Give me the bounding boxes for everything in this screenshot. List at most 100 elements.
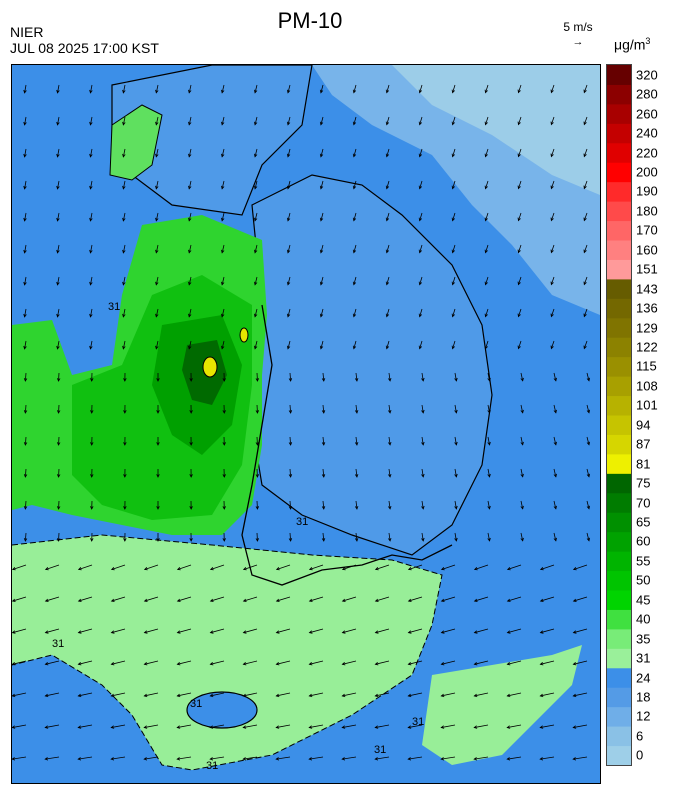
colorbar-band [607, 278, 631, 299]
wind-arrow-head [421, 441, 425, 446]
wind-arrow-head [23, 410, 28, 414]
wind-arrow-head [56, 378, 61, 382]
colorbar-tick-label: 35 [636, 631, 651, 647]
wind-arrow-head [209, 662, 214, 666]
wind-arrow [221, 308, 225, 317]
wind-arrow [45, 628, 60, 634]
wind-arrow-head [319, 313, 324, 318]
wind-arrow-head [90, 378, 94, 382]
wind-arrow [12, 756, 27, 760]
contour-label: 31 [296, 516, 308, 528]
wind-arrow-head [155, 313, 159, 318]
wind-arrow-head [572, 757, 577, 761]
wind-arrow-head [176, 693, 181, 698]
wind-arrow-head [388, 537, 392, 542]
wind-arrow [421, 404, 424, 413]
contour-31 [12, 534, 443, 771]
wind-arrow-head [110, 630, 115, 634]
wind-arrow [254, 148, 258, 157]
wind-arrow [454, 404, 457, 413]
colorbar-band [607, 415, 631, 435]
wind-arrow [485, 212, 489, 221]
colorbar-tick-label: 75 [636, 475, 651, 491]
wind-arrow-head [421, 409, 425, 414]
wind-arrow-head [189, 378, 193, 382]
wind-arrow [78, 564, 93, 570]
wind-arrow-head [352, 345, 357, 350]
wind-arrow [386, 276, 390, 285]
wind-arrow [520, 468, 524, 477]
wind-arrow-head [143, 693, 148, 698]
wind-arrow-head [407, 662, 412, 666]
wind-arrow [388, 404, 391, 413]
wind-arrow [276, 756, 291, 760]
wind-arrow-head [90, 538, 94, 542]
colorbar-band [607, 220, 631, 241]
colorbar-tick-label: 12 [636, 708, 651, 724]
colorbar-tick-label: 24 [636, 670, 651, 685]
wind-arrow [221, 180, 225, 189]
wind-arrow-head [275, 757, 280, 761]
wind-arrow [309, 564, 324, 570]
wind-arrow [287, 84, 291, 93]
wind-arrow [24, 468, 27, 478]
wind-arrow-head [123, 538, 127, 542]
wind-arrow-head [44, 725, 49, 729]
wind-arrow-head [407, 757, 412, 761]
wind-arrow-head [586, 409, 591, 414]
wind-arrow-head [188, 153, 192, 158]
wind-arrow [24, 436, 27, 446]
concentration-colorbar [606, 64, 632, 766]
wind-arrow-head [341, 567, 346, 571]
colorbar-tick-label: 40 [636, 611, 651, 627]
wind-arrow-head [90, 474, 94, 478]
wind-arrow [243, 628, 258, 634]
wind-arrow [573, 628, 588, 634]
wind-arrow-head [553, 537, 557, 542]
wind-arrow-head [156, 378, 160, 382]
wind-arrow [188, 308, 192, 317]
wind-arrow [322, 532, 325, 542]
wind-arrow-head [517, 249, 521, 254]
wind-arrow [289, 532, 292, 542]
wind-arrow [419, 212, 423, 221]
wind-arrow [452, 116, 456, 125]
wind-arrow [78, 692, 93, 697]
wind-arrow-head [255, 378, 260, 382]
wind-arrow [441, 628, 456, 634]
wind-arrow [487, 372, 490, 381]
wind-arrow-head [253, 121, 258, 126]
wind-arrow [24, 372, 27, 382]
wind-arrow-head [440, 757, 445, 761]
wind-arrow-head [288, 474, 293, 478]
wind-arrow-head [583, 217, 587, 222]
wind-arrow-head [418, 153, 423, 158]
wind-arrow [210, 692, 225, 697]
wind-arrow [353, 148, 357, 157]
wind-arrow-head [586, 473, 591, 478]
wind-arrow-head [176, 725, 181, 729]
wind-arrow-head [583, 345, 587, 350]
wind-arrow-head [407, 567, 412, 571]
wind-arrow [24, 180, 27, 189]
wind-arrow [454, 500, 457, 509]
wind-arrow-head [275, 567, 280, 571]
wind-arrow [485, 84, 489, 93]
wind-arrow-head [583, 249, 587, 254]
wind-arrow [155, 212, 159, 221]
wind-arrow [540, 596, 555, 602]
wind-arrow-head [209, 567, 214, 571]
wind-arrow [254, 84, 258, 93]
wind-arrow-head [286, 217, 291, 222]
wind-arrow [309, 628, 324, 634]
colorbar-band [607, 298, 631, 319]
wind-arrow [421, 372, 424, 381]
wind-arrow [24, 116, 27, 125]
colorbar-band [607, 259, 631, 280]
colorbar-band [607, 65, 631, 85]
agency-label: NIER [10, 24, 44, 40]
wind-arrow [342, 596, 357, 602]
colorbar-tick-label: 180 [636, 203, 658, 219]
wind-arrow [45, 756, 60, 760]
wind-arrow [353, 180, 357, 189]
